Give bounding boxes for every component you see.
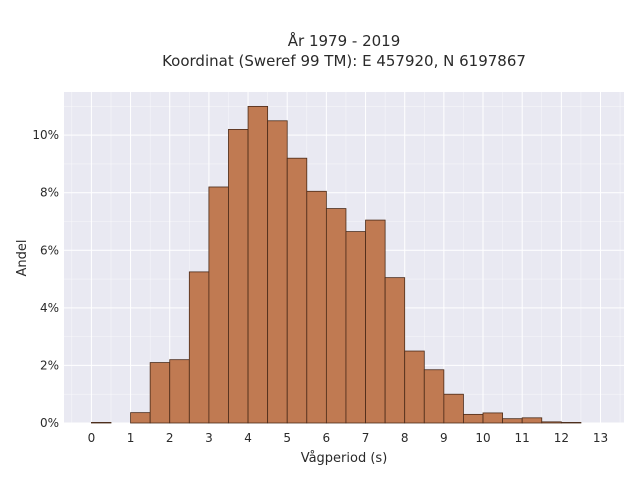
- histogram-bar: [188, 271, 210, 424]
- x-tick-label: 6: [323, 431, 331, 445]
- histogram-bar: [560, 422, 582, 424]
- x-tick-label: 1: [127, 431, 135, 445]
- x-tick-label: 11: [515, 431, 530, 445]
- histogram-bar: [384, 277, 406, 424]
- x-tick-label: 9: [440, 431, 448, 445]
- histogram-bar: [502, 418, 523, 424]
- histogram-bars: [91, 105, 582, 424]
- histogram-bar: [91, 422, 112, 424]
- x-tick-labels: 0 1 2 3 4 5 6 7 8 9 10 11 12 13: [88, 431, 609, 445]
- histogram-bar: [482, 412, 504, 424]
- x-tick-label: 5: [283, 431, 291, 445]
- histogram-bar: [521, 417, 543, 424]
- x-tick-label: 0: [88, 431, 96, 445]
- y-axis-label: Andel: [15, 240, 30, 277]
- histogram-bar: [286, 157, 308, 424]
- x-tick-label: 10: [475, 431, 490, 445]
- histogram-bar: [463, 413, 484, 424]
- y-tick-label: 8%: [40, 186, 59, 200]
- y-tick-labels: 0% 2% 4% 6% 8% 10%: [32, 128, 59, 430]
- x-tick-label: 13: [593, 431, 608, 445]
- histogram-bar: [404, 350, 425, 424]
- x-tick-label: 4: [244, 431, 252, 445]
- histogram-bar: [247, 105, 269, 424]
- y-tick-label: 4%: [40, 301, 59, 315]
- x-tick-label: 12: [554, 431, 569, 445]
- y-tick-label: 10%: [32, 128, 59, 142]
- histogram-bar: [306, 190, 327, 424]
- y-tick-label: 0%: [40, 416, 59, 430]
- histogram-bar: [345, 231, 366, 424]
- x-tick-label: 2: [166, 431, 174, 445]
- histogram-bar: [541, 421, 562, 424]
- histogram-bar: [130, 412, 151, 424]
- histogram-bar: [423, 369, 445, 424]
- histogram-bar: [365, 219, 386, 424]
- histogram-bar: [228, 129, 249, 424]
- chart-title: År 1979 - 2019: [288, 31, 401, 50]
- histogram-bar: [149, 362, 171, 424]
- histogram-bar: [208, 186, 229, 424]
- y-tick-label: 6%: [40, 243, 59, 257]
- x-tick-label: 7: [362, 431, 370, 445]
- x-tick-label: 8: [401, 431, 409, 445]
- histogram-bar: [169, 359, 190, 424]
- histogram-bar: [267, 120, 288, 424]
- y-tick-label: 2%: [40, 358, 59, 372]
- histogram-bar: [325, 208, 347, 424]
- x-axis-label: Vågperiod (s): [301, 451, 388, 466]
- x-tick-label: 3: [205, 431, 213, 445]
- chart-subtitle: Koordinat (Sweref 99 TM): E 457920, N 61…: [162, 52, 526, 70]
- histogram-bar: [443, 393, 464, 424]
